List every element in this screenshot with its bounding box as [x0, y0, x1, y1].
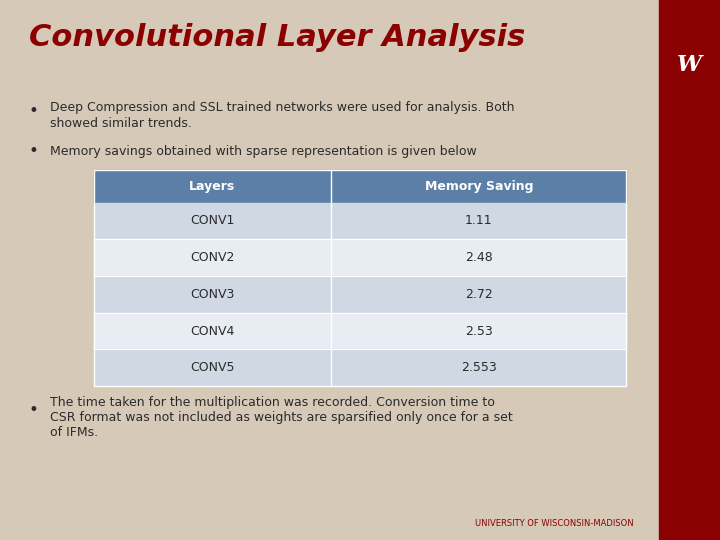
Bar [659, 0, 720, 540]
Text: CONV5: CONV5 [190, 361, 235, 374]
Text: Memory Saving: Memory Saving [425, 180, 533, 193]
Text: •: • [29, 401, 39, 420]
Text: Layers: Layers [189, 180, 235, 193]
Text: 2.72: 2.72 [465, 288, 492, 301]
Text: Memory savings obtained with sparse representation is given below: Memory savings obtained with sparse repr… [50, 145, 477, 158]
Bar [94, 349, 626, 386]
Text: 2.53: 2.53 [465, 325, 492, 338]
Text: The time taken for the multiplication was recorded. Conversion time to: The time taken for the multiplication wa… [50, 396, 495, 409]
Bar [94, 276, 626, 313]
Text: UNIVERSITY OF WISCONSIN-MADISON: UNIVERSITY OF WISCONSIN-MADISON [475, 519, 634, 528]
Text: 1.11: 1.11 [465, 214, 492, 227]
Bar [94, 202, 626, 239]
Text: showed similar trends.: showed similar trends. [50, 117, 192, 130]
Text: 2.48: 2.48 [465, 251, 492, 264]
Text: W: W [677, 54, 701, 76]
Text: Convolutional Layer Analysis: Convolutional Layer Analysis [29, 23, 525, 52]
Bar [94, 170, 626, 386]
Text: of IFMs.: of IFMs. [50, 426, 99, 439]
Text: CONV2: CONV2 [190, 251, 235, 264]
Text: 2.553: 2.553 [461, 361, 497, 374]
Bar [94, 313, 626, 349]
Bar [94, 239, 626, 276]
Bar [94, 170, 626, 202]
Text: CONV3: CONV3 [190, 288, 235, 301]
Text: •: • [29, 142, 39, 160]
Text: Deep Compression and SSL trained networks were used for analysis. Both: Deep Compression and SSL trained network… [50, 102, 515, 114]
Text: CONV1: CONV1 [190, 214, 235, 227]
Text: CSR format was not included as weights are sparsified only once for a set: CSR format was not included as weights a… [50, 411, 513, 424]
Text: CONV4: CONV4 [190, 325, 235, 338]
Text: •: • [29, 102, 39, 120]
